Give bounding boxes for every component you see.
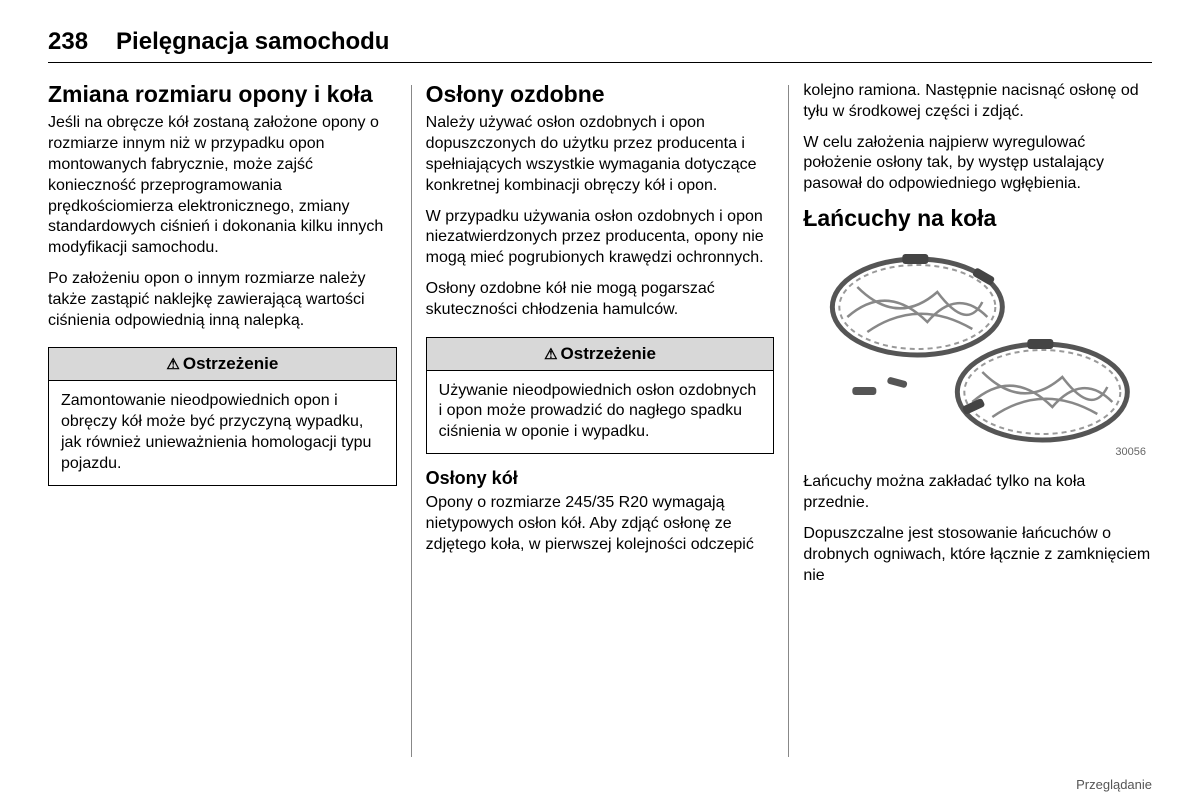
subsection-heading-wheel-covers: Osłony kół xyxy=(426,468,775,489)
paragraph: Po założeniu opon o innym rozmiarze nale… xyxy=(48,269,397,331)
page-number: 238 xyxy=(48,28,88,56)
column-2: Osłony ozdobne Należy używać osłon ozdob… xyxy=(412,81,789,761)
paragraph: Należy używać osłon ozdobnych i opon dop… xyxy=(426,113,775,196)
figure-number: 30056 xyxy=(1115,446,1146,458)
warning-triangle-icon: ⚠ xyxy=(544,346,557,363)
warning-box: ⚠Ostrzeżenie Używanie nieodpowiednich os… xyxy=(426,337,775,454)
warning-body: Zamontowanie nieodpowiednich opon i obrę… xyxy=(49,381,396,484)
paragraph: Dopuszczalne jest stosowanie łańcuchów o… xyxy=(803,524,1152,586)
content-columns: Zmiana rozmiaru opony i koła Jeśli na ob… xyxy=(48,81,1152,761)
warning-triangle-icon: ⚠ xyxy=(166,356,179,373)
column-1: Zmiana rozmiaru opony i koła Jeśli na ob… xyxy=(48,81,411,761)
section-heading-covers: Osłony ozdobne xyxy=(426,81,775,107)
column-3: kolejno ramiona. Następnie nacisnąć osło… xyxy=(789,81,1152,761)
page-footer: Przeglądanie xyxy=(1076,777,1152,792)
page-header: 238 Pielęgnacja samochodu xyxy=(48,28,1152,63)
paragraph: W przypadku używania osłon ozdobnych i o… xyxy=(426,207,775,269)
section-heading-tire-size: Zmiana rozmiaru opony i koła xyxy=(48,81,397,107)
warning-header: ⚠Ostrzeżenie xyxy=(49,348,396,381)
paragraph: Opony o rozmiarze 245/35 R20 wymagają ni… xyxy=(426,493,775,555)
warning-box: ⚠Ostrzeżenie Zamontowanie nieodpowiednic… xyxy=(48,347,397,485)
warning-title: Ostrzeżenie xyxy=(183,354,278,373)
paragraph: Łańcuchy można zakładać tylko na koła pr… xyxy=(803,472,1152,514)
paragraph: W celu założenia najpierw wyregulować po… xyxy=(803,133,1152,195)
section-heading-chains: Łańcuchy na koła xyxy=(803,205,1152,231)
warning-body: Używanie nieodpowiednich osłon ozdobnych… xyxy=(427,371,774,453)
chapter-title: Pielęgnacja samochodu xyxy=(116,28,389,56)
paragraph: Jeśli na obręcze kół zostaną założone op… xyxy=(48,113,397,259)
paragraph: Osłony ozdobne kół nie mogą pogarszać sk… xyxy=(426,279,775,321)
paragraph: kolejno ramiona. Następnie nacisnąć osło… xyxy=(803,81,1152,123)
figure-snow-chains: 30056 xyxy=(803,237,1152,462)
snow-chains-illustration xyxy=(803,237,1152,462)
warning-title: Ostrzeżenie xyxy=(561,344,656,363)
warning-header: ⚠Ostrzeżenie xyxy=(427,338,774,371)
